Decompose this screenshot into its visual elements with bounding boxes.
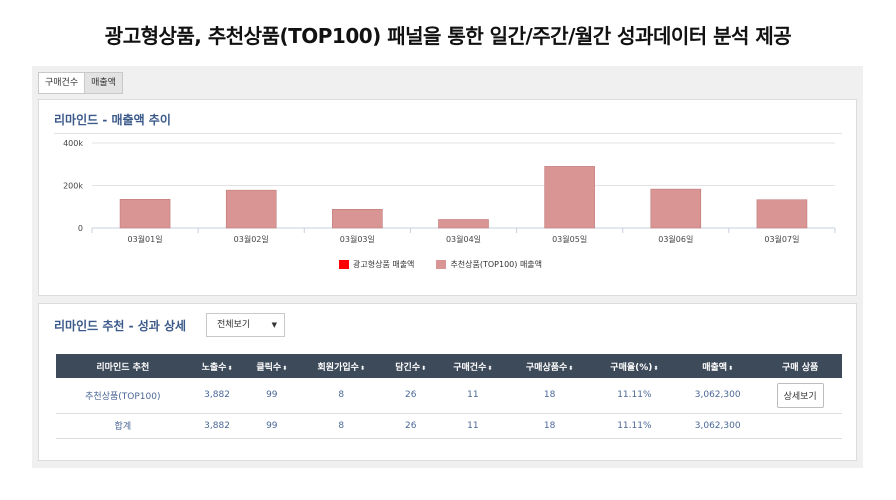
table-cell: 8 [299,413,384,439]
column-header-label: 클릭수 [256,362,282,373]
filter-select-value: 전체보기 [217,320,251,330]
table-header-row: 리마인드 추천 노출수⬍ 클릭수⬍ 회원가입수⬍ 담긴수⬍ 구매건수⬍ 구매상품수⬍ 구매율(… [56,354,842,378]
table-cell: 11 [438,413,508,439]
chart-panel: 리마인드 - 매출액 추이 0 200k 400k 03월01일 03월02일 03월03… [38,99,857,296]
table-cell: 26 [383,413,439,439]
table-cell: 11 [438,378,508,414]
y-tick-label: 0 [78,224,83,233]
table-cell: 추천상품(TOP100) [56,378,190,414]
column-header-label: 담긴수 [395,362,421,373]
column-header-label: 매출액 [702,362,728,373]
sort-icon[interactable]: ⬍ [653,364,659,372]
table-cell: 3,882 [189,378,245,414]
table-cell: 8 [299,378,384,414]
bar [119,199,171,229]
table-row: 합계 3,882 99 8 26 11 18 11.11% 3,062,300 [56,413,842,439]
column-header[interactable]: 구매건수⬍ [438,354,508,378]
chart-title: 리마인드 - 매출액 추이 [54,113,171,127]
metric-tabs: 구매건수 매출액 [38,72,123,94]
y-tick-label: 400k [63,139,83,148]
sort-icon[interactable]: ⬍ [568,364,574,372]
table-row: 추천상품(TOP100) 3,882 99 8 26 11 18 11.11% 3,062,30… [56,378,842,414]
column-header[interactable]: 매출액⬍ [677,354,759,378]
column-header-label: 구매상품수 [525,362,568,373]
tab-sales-amount[interactable]: 매출액 [84,72,123,94]
sort-icon[interactable]: ⬍ [282,364,288,372]
table-cell: 99 [244,378,300,414]
table-cell: 합계 [56,413,190,439]
column-header-label: 구매율(%) [610,362,653,373]
column-header[interactable]: 담긴수⬍ [383,354,439,378]
caret-down-icon: ▼ [271,321,277,329]
x-tick-label: 03월06일 [658,234,693,244]
column-header[interactable]: 노출수⬍ [189,354,245,378]
bar [756,199,808,229]
table-panel: 리마인드 추천 - 성과 상세 전체보기 ▼ 리마인드 추천 노출수⬍ 클릭수⬍ 회원… [38,303,857,461]
sort-icon[interactable]: ⬍ [487,364,493,372]
sort-icon[interactable]: ⬍ [728,364,734,372]
sort-icon[interactable]: ⬍ [227,364,233,372]
column-header-label: 노출수 [201,362,227,373]
chart-legend: 광고형상품 매출액 추천상품(TOP100) 매출액 [339,259,564,270]
bar [332,209,383,229]
detail-view-button[interactable]: 상세보기 [776,382,824,408]
column-header[interactable]: 클릭수⬍ [244,354,300,378]
x-tick-label: 03월02일 [234,234,269,244]
table-cell: 3,882 [189,413,245,439]
column-header-label: 회원가입수 [317,362,359,373]
table-cell: 99 [244,413,300,439]
bar [544,166,595,229]
table-cell: 3,062,300 [677,378,759,414]
bar [225,189,277,229]
x-tick-label: 03월04일 [446,234,481,244]
legend-swatch-recommended-product [436,260,447,269]
bar [650,188,702,229]
legend-label-ad-product: 광고형상품 매출액 [353,260,415,269]
column-header-label: 리마인드 추천 [96,362,150,373]
tab-purchase-count[interactable]: 구매건수 [38,72,86,94]
x-tick-label: 03월05일 [552,234,587,244]
table-cell: 3,062,300 [677,413,759,439]
performance-table: 리마인드 추천 노출수⬍ 클릭수⬍ 회원가입수⬍ 담긴수⬍ 구매건수⬍ 구매상품수⬍ 구매율(… [56,354,842,439]
sales-bar-chart: 0 200k 400k 03월01일 03월02일 03월03일 03월04일 03월05일 0… [63,139,836,244]
legend-label-recommended-product: 추천상품(TOP100) 매출액 [450,260,543,269]
sort-icon[interactable]: ⬍ [421,364,427,372]
sort-icon[interactable]: ⬍ [359,364,365,372]
table-cell: 18 [507,378,592,414]
page-headline: 광고형상품, 추천상품(TOP100) 패널을 통한 일간/주간/월간 성과데이… [104,24,792,48]
column-header[interactable]: 회원가입수⬍ [299,354,384,378]
column-header-label: 구매 상품 [782,362,819,373]
column-header: 리마인드 추천 [56,354,190,378]
legend-item-ad-product[interactable]: 광고형상품 매출액 [339,259,414,270]
filter-select[interactable]: 전체보기 ▼ [206,313,285,337]
x-tick-label: 03월01일 [128,234,163,244]
table-cell: 18 [507,413,592,439]
column-header: 구매 상품 [758,354,842,378]
table-cell: 26 [383,378,439,414]
table-cell-action: 상세보기 [758,378,842,414]
legend-swatch-ad-product [339,260,349,269]
dashboard-frame: 구매건수 매출액 리마인드 - 매출액 추이 0 200k 400k 03월01일 03… [32,66,863,468]
table-title: 리마인드 추천 - 성과 상세 [54,319,187,333]
table-cell: 11.11% [591,378,678,414]
table-cell-action [758,413,842,439]
x-tick-label: 03월03일 [340,234,375,244]
column-header[interactable]: 구매상품수⬍ [507,354,592,378]
column-header[interactable]: 구매율(%)⬍ [591,354,678,378]
table-cell: 11.11% [591,413,678,439]
y-tick-label: 200k [63,182,83,191]
bar [438,219,489,229]
chart-title-divider [54,133,842,134]
legend-item-recommended-product[interactable]: 추천상품(TOP100) 매출액 [436,259,542,270]
x-tick-label: 03월07일 [764,234,799,244]
column-header-label: 구매건수 [453,362,487,373]
